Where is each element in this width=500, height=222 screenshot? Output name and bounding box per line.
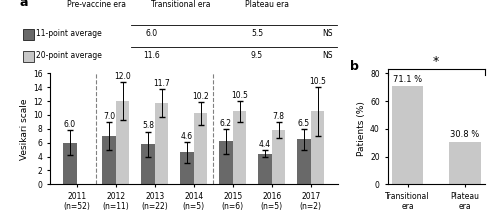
Text: 7.8: 7.8 bbox=[272, 112, 284, 121]
Bar bbox=[233, 111, 246, 184]
Text: 6.2: 6.2 bbox=[220, 119, 232, 128]
Bar bbox=[22, 51, 34, 62]
Text: 10.5: 10.5 bbox=[231, 91, 248, 100]
Y-axis label: Vesikari scale: Vesikari scale bbox=[20, 98, 28, 160]
Text: 11-point average: 11-point average bbox=[36, 29, 102, 38]
Text: NS: NS bbox=[322, 29, 332, 38]
Text: 12.0: 12.0 bbox=[114, 71, 131, 81]
Text: 6.0: 6.0 bbox=[146, 29, 158, 38]
Bar bbox=[102, 136, 116, 184]
Text: Pre-vaccine era: Pre-vaccine era bbox=[67, 0, 126, 9]
Text: 10.5: 10.5 bbox=[309, 77, 326, 86]
Bar bbox=[63, 143, 76, 184]
Text: a: a bbox=[20, 0, 28, 9]
Bar bbox=[297, 139, 311, 184]
Text: 71.1 %: 71.1 % bbox=[393, 75, 422, 83]
Bar bbox=[219, 141, 233, 184]
Text: 7.0: 7.0 bbox=[103, 112, 115, 121]
Text: 6.0: 6.0 bbox=[64, 120, 76, 129]
Text: 9.5: 9.5 bbox=[251, 51, 263, 60]
Text: *: * bbox=[433, 55, 440, 68]
Text: 30.8 %: 30.8 % bbox=[450, 131, 480, 139]
Bar bbox=[154, 103, 168, 184]
Bar bbox=[258, 154, 272, 184]
Text: 10.2: 10.2 bbox=[192, 92, 209, 101]
Y-axis label: Patients (%): Patients (%) bbox=[357, 101, 366, 156]
Bar bbox=[449, 142, 480, 184]
Bar bbox=[22, 29, 34, 40]
Text: b: b bbox=[350, 60, 360, 73]
Text: 5.5: 5.5 bbox=[251, 29, 263, 38]
Text: 11.7: 11.7 bbox=[153, 79, 170, 88]
Text: 6.5: 6.5 bbox=[298, 119, 310, 128]
Bar bbox=[116, 101, 130, 184]
Bar bbox=[272, 130, 285, 184]
Bar bbox=[194, 113, 207, 184]
Text: 4.6: 4.6 bbox=[181, 132, 193, 141]
Text: 5.8: 5.8 bbox=[142, 121, 154, 131]
Text: 11.6: 11.6 bbox=[144, 51, 160, 60]
Text: NS: NS bbox=[322, 51, 332, 60]
Bar bbox=[311, 111, 324, 184]
Bar bbox=[392, 86, 424, 184]
Text: 20-point average: 20-point average bbox=[36, 51, 102, 60]
Bar bbox=[141, 144, 154, 184]
Text: 4.4: 4.4 bbox=[259, 140, 271, 149]
Text: Transitional era: Transitional era bbox=[150, 0, 210, 9]
Bar bbox=[180, 152, 194, 184]
Text: Plateau era: Plateau era bbox=[246, 0, 290, 9]
